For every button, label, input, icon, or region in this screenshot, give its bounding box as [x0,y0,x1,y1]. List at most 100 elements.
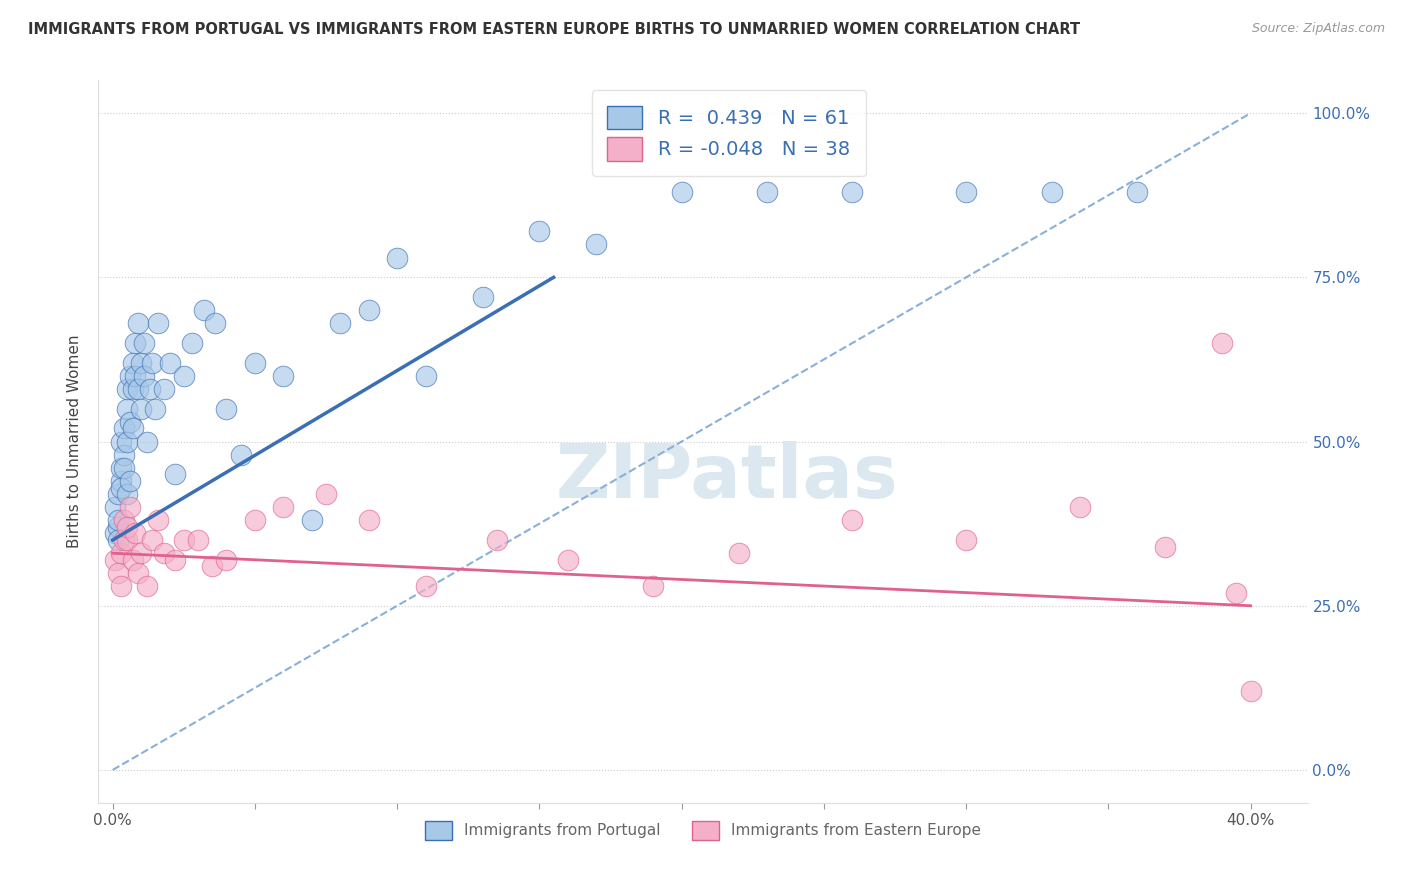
Point [110,481,132,495]
Point [173,533,195,547]
Point [141,356,163,370]
Point [415,368,437,383]
Point [671,185,693,199]
Legend: Immigrants from Portugal, Immigrants from Eastern Europe: Immigrants from Portugal, Immigrants fro… [419,815,987,846]
Point [127,566,149,580]
Point [173,368,195,383]
Point [115,533,138,547]
Point [138,382,160,396]
Point [143,401,166,416]
Point [121,421,143,435]
Point [1240,684,1263,698]
Point [132,368,155,383]
Point [243,356,266,370]
Point [124,526,146,541]
Point [329,316,352,330]
Point [104,500,127,515]
Point [1225,585,1247,599]
Point [165,553,187,567]
Point [201,559,224,574]
Point [243,513,266,527]
Point [121,382,143,396]
Text: Source: ZipAtlas.com: Source: ZipAtlas.com [1251,22,1385,36]
Point [955,185,977,199]
Point [204,316,226,330]
Point [118,368,141,383]
Point [153,546,176,560]
Point [127,382,149,396]
Point [110,460,132,475]
Point [357,513,380,527]
Point [215,553,238,567]
Point [127,316,149,330]
Point [841,185,863,199]
Point [124,368,146,383]
Point [181,336,204,351]
Point [955,533,977,547]
Point [104,526,127,541]
Point [1211,336,1233,351]
Point [118,500,141,515]
Point [1126,185,1149,199]
Point [110,474,132,488]
Point [107,566,129,580]
Point [146,316,169,330]
Point [357,303,380,318]
Point [529,224,551,238]
Point [115,520,138,534]
Point [153,382,176,396]
Point [585,237,607,252]
Point [112,460,135,475]
Point [129,356,152,370]
Point [485,533,508,547]
Point [112,533,135,547]
Point [112,421,135,435]
Point [1069,500,1091,515]
Point [132,336,155,351]
Point [107,487,129,501]
Text: ZIPatlas: ZIPatlas [555,442,898,514]
Point [107,533,129,547]
Point [193,303,215,318]
Point [165,467,187,482]
Point [385,251,408,265]
Point [1040,185,1063,199]
Point [115,382,138,396]
Point [315,487,337,501]
Point [104,553,127,567]
Point [301,513,323,527]
Point [756,185,779,199]
Text: IMMIGRANTS FROM PORTUGAL VS IMMIGRANTS FROM EASTERN EUROPE BIRTHS TO UNMARRIED W: IMMIGRANTS FROM PORTUGAL VS IMMIGRANTS F… [28,22,1080,37]
Point [273,368,295,383]
Point [110,546,132,560]
Point [215,401,238,416]
Point [141,533,163,547]
Point [273,500,295,515]
Point [110,579,132,593]
Point [727,546,749,560]
Point [121,356,143,370]
Point [1154,540,1177,554]
Point [159,356,181,370]
Point [146,513,169,527]
Point [115,434,138,449]
Point [112,448,135,462]
Point [135,434,157,449]
Point [135,579,157,593]
Point [121,553,143,567]
Y-axis label: Births to Unmarried Women: Births to Unmarried Women [67,334,83,549]
Point [124,336,146,351]
Point [557,553,579,567]
Point [643,579,665,593]
Point [115,401,138,416]
Point [187,533,209,547]
Point [229,448,252,462]
Point [107,520,129,534]
Point [110,434,132,449]
Point [118,415,141,429]
Point [112,513,135,527]
Point [129,401,152,416]
Point [107,513,129,527]
Point [129,546,152,560]
Point [115,487,138,501]
